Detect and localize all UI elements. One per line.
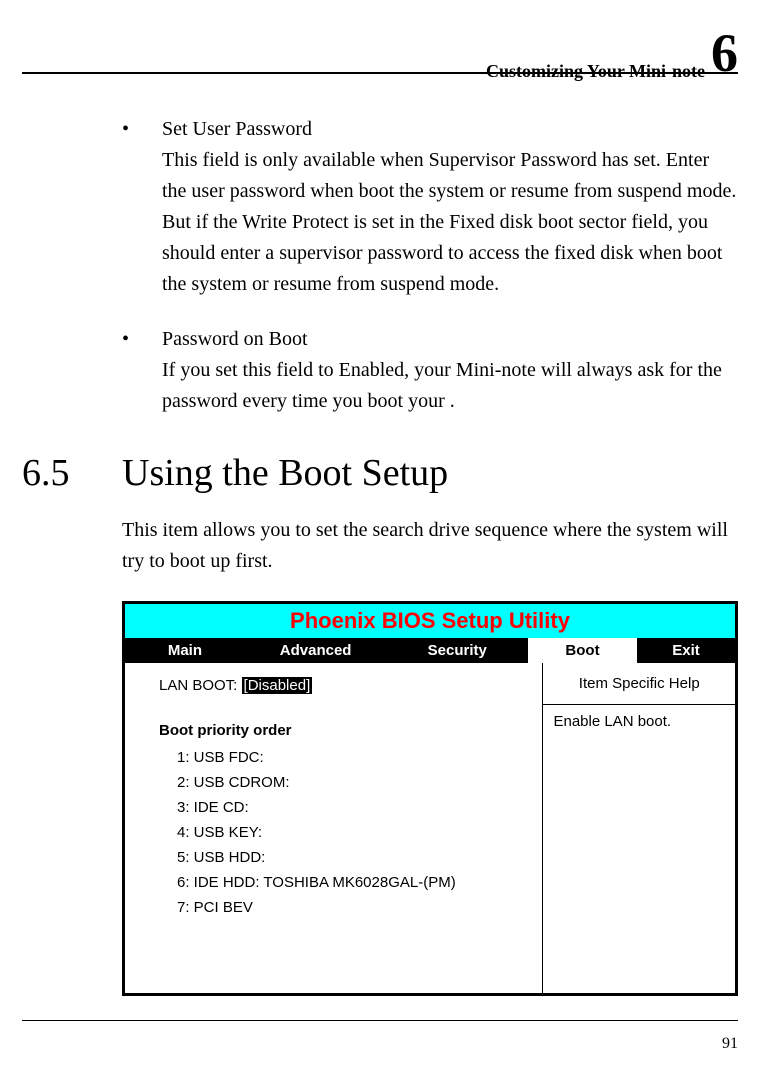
bios-left-panel: LAN BOOT: [Disabled] Boot priority order… [125, 663, 542, 993]
bios-tab-main[interactable]: Main [125, 638, 245, 663]
page-number: 91 [722, 1035, 738, 1052]
lan-boot-row[interactable]: LAN BOOT: [Disabled] [159, 677, 532, 694]
bullet-item: • Set User Password This field is only a… [122, 114, 738, 300]
bios-tab-security[interactable]: Security [386, 638, 528, 663]
boot-priority-list: 1: USB FDC: 2: USB CDROM: 3: IDE CD: 4: … [159, 749, 532, 916]
section-title: Using the Boot Setup [122, 451, 448, 495]
page-footer: 91 [22, 1020, 738, 1053]
bullet-text: If you set this field to Enabled, your M… [162, 355, 738, 417]
boot-priority-title: Boot priority order [159, 722, 532, 739]
boot-priority-item[interactable]: 3: IDE CD: [177, 799, 532, 816]
boot-priority-item[interactable]: 6: IDE HDD: TOSHIBA MK6028GAL-(PM) [177, 874, 532, 891]
bios-setup-box: Phoenix BIOS Setup Utility Main Advanced… [122, 601, 738, 996]
boot-priority-item[interactable]: 5: USB HDD: [177, 849, 532, 866]
help-panel-text: Enable LAN boot. [543, 705, 735, 993]
bios-tab-exit[interactable]: Exit [637, 638, 735, 663]
bios-tab-advanced[interactable]: Advanced [245, 638, 387, 663]
bios-title-bar: Phoenix BIOS Setup Utility [125, 604, 735, 638]
bullet-text: This field is only available when Superv… [162, 145, 738, 300]
bios-tab-boot[interactable]: Boot [528, 638, 637, 663]
section-heading: 6.5 Using the Boot Setup [22, 451, 738, 495]
header-title: Customizing Your Mini-note [486, 61, 705, 82]
bullet-marker: • [122, 114, 162, 300]
lan-boot-label: LAN BOOT: [159, 677, 237, 694]
bullet-item: • Password on Boot If you set this field… [122, 324, 738, 417]
bullet-marker: • [122, 324, 162, 417]
boot-priority-item[interactable]: 7: PCI BEV [177, 899, 532, 916]
bullet-title: Password on Boot [162, 324, 738, 355]
bios-help-panel: Item Specific Help Enable LAN boot. [542, 663, 735, 993]
boot-priority-item[interactable]: 2: USB CDROM: [177, 774, 532, 791]
lan-boot-value[interactable]: [Disabled] [242, 677, 313, 694]
section-description: This item allows you to set the search d… [122, 515, 738, 577]
boot-priority-item[interactable]: 1: USB FDC: [177, 749, 532, 766]
help-panel-title: Item Specific Help [543, 663, 735, 705]
bullet-title: Set User Password [162, 114, 738, 145]
section-number: 6.5 [22, 451, 122, 495]
header-chapter-number: 6 [711, 26, 738, 80]
page-header: Customizing Your Mini-note 6 [22, 18, 738, 74]
boot-priority-item[interactable]: 4: USB KEY: [177, 824, 532, 841]
bios-tab-row: Main Advanced Security Boot Exit [125, 638, 735, 663]
